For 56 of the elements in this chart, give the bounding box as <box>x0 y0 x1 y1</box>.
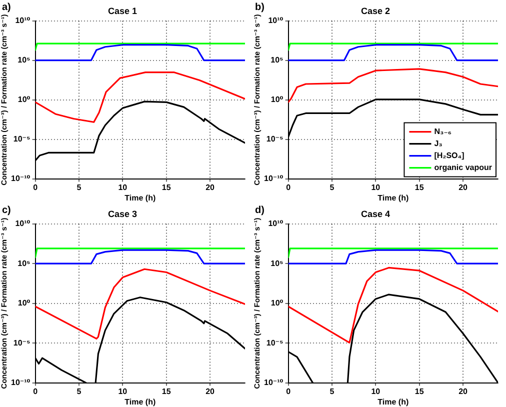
y-tick-label: 10⁵ <box>270 258 284 268</box>
x-tick-label: 5 <box>76 386 82 396</box>
x-tick-label: 0 <box>286 386 292 396</box>
text: a) <box>2 2 11 13</box>
x-axis-title: Time (h) <box>378 397 409 406</box>
x-tick-label: 10 <box>371 182 381 192</box>
y-tick-label: 10¹⁰ <box>15 219 31 228</box>
legend-label: J₃ <box>434 139 443 148</box>
x-tick-label: 20 <box>206 386 216 396</box>
x-tick-label: 0 <box>286 182 292 192</box>
y-tick-label: 10⁰ <box>18 298 31 308</box>
x-tick-label: 0 <box>33 182 38 192</box>
x-tick-label: 5 <box>330 182 335 192</box>
y-tick-label: 10⁰ <box>270 298 284 308</box>
x-tick-label: 20 <box>458 386 468 396</box>
y-tick-label: 10⁵ <box>18 56 31 65</box>
text: d) <box>255 204 264 216</box>
x-tick-label: 5 <box>330 386 335 396</box>
x-axis-title: Time (h) <box>124 397 156 406</box>
x-tick-label: 15 <box>162 386 172 396</box>
legend-label: organic vapour <box>434 163 492 172</box>
y-tick-label: 10⁻¹⁰ <box>10 174 31 184</box>
text: b) <box>255 2 264 13</box>
legend-label: N₃₋₆ <box>434 127 452 136</box>
x-tick-label: 10 <box>118 386 128 396</box>
x-axis-title: Time (h) <box>124 193 156 202</box>
y-tick-label: 10⁵ <box>18 258 31 268</box>
x-tick-label: 10 <box>118 182 128 192</box>
chart-title: Case 1 <box>108 6 138 16</box>
chart-title: Case 3 <box>108 208 138 219</box>
x-tick-label: 15 <box>162 182 172 192</box>
y-tick-label: 10⁻⁵ <box>13 338 31 348</box>
x-tick-label: 15 <box>414 386 424 396</box>
y-tick-label: 10¹⁰ <box>268 16 284 26</box>
chart-title: Case 2 <box>360 6 390 16</box>
x-tick-label: 20 <box>458 182 468 192</box>
text: c) <box>2 204 11 216</box>
y-tick-label: 10⁻⁵ <box>266 338 284 348</box>
y-tick-label: 10⁻⁵ <box>266 134 284 144</box>
y-tick-label: 10⁰ <box>18 95 31 104</box>
x-tick-label: 0 <box>33 386 38 396</box>
y-tick-label: 10¹⁰ <box>15 16 31 26</box>
y-tick-label: 10⁻⁵ <box>13 134 31 144</box>
y-tick-label: 10⁻¹⁰ <box>10 378 31 388</box>
y-tick-label: 10⁵ <box>270 56 284 65</box>
x-tick-label: 15 <box>414 182 424 192</box>
y-tick-label: 10⁻¹⁰ <box>264 378 284 388</box>
y-tick-label: 10¹⁰ <box>268 219 284 228</box>
y-tick-label: 10⁰ <box>270 95 284 104</box>
chart-title: Case 4 <box>360 208 390 219</box>
legend-label: [H₂SO₄] <box>434 151 465 160</box>
x-tick-label: 20 <box>206 182 216 192</box>
x-tick-label: 5 <box>76 182 82 192</box>
y-tick-label: 10⁻¹⁰ <box>264 174 284 184</box>
x-tick-label: 10 <box>371 386 381 396</box>
x-axis-title: Time (h) <box>378 193 409 202</box>
